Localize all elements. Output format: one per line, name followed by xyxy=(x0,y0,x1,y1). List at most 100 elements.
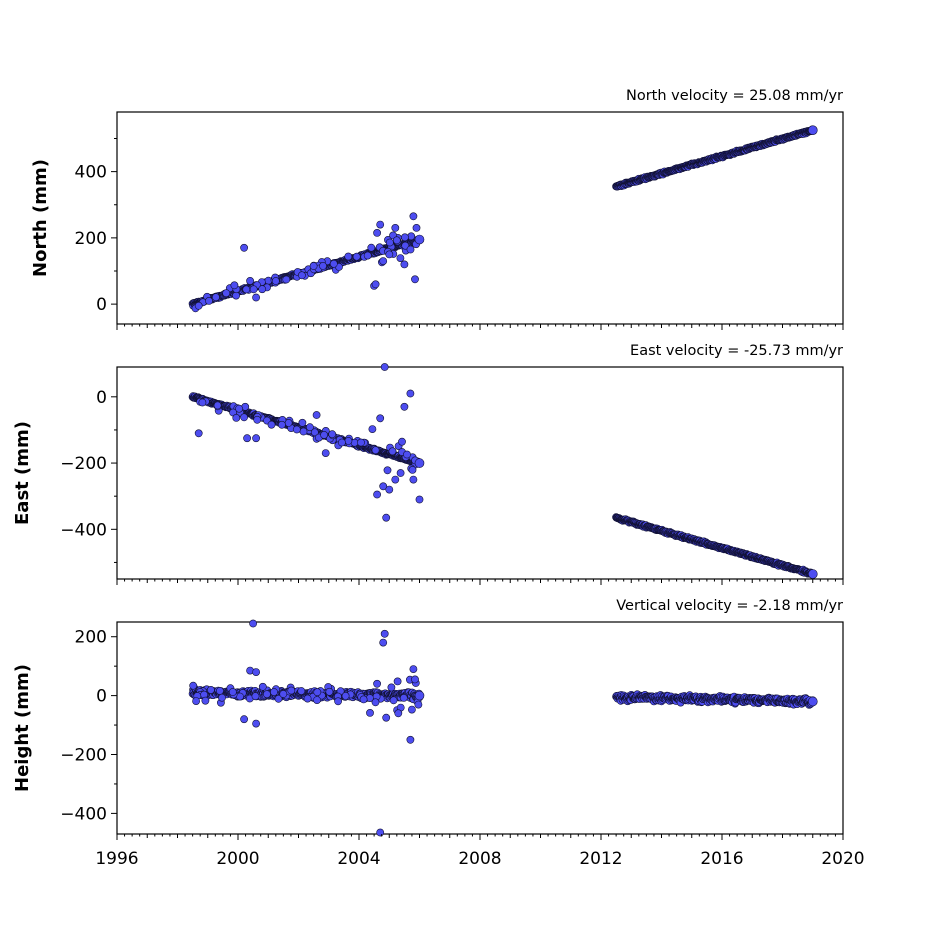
height-point xyxy=(399,694,408,702)
east-outlier-point xyxy=(194,429,203,438)
x-tick-label: 2016 xyxy=(700,849,743,869)
east-point xyxy=(235,404,243,413)
east-outlier-point xyxy=(400,402,409,411)
north-point xyxy=(406,245,415,254)
north-endpoint xyxy=(414,234,425,245)
x-tick-label: 2008 xyxy=(458,849,501,869)
height-point xyxy=(192,697,200,705)
east-point xyxy=(344,436,353,445)
east-point xyxy=(232,413,241,422)
north-velocity-annotation: North velocity = 25.08 mm/yr xyxy=(626,88,843,104)
north-outlier-point xyxy=(194,301,203,310)
north-point xyxy=(401,241,410,250)
height-point xyxy=(387,683,396,692)
height-y-tick-label: 200 xyxy=(75,628,107,648)
height-y-axis-label: Height (mm) xyxy=(12,664,33,792)
east-outlier-point xyxy=(373,490,381,499)
height-outlier-point xyxy=(394,709,403,718)
height-point xyxy=(218,693,226,702)
height-outlier-point xyxy=(382,713,391,722)
east-outlier-point xyxy=(409,475,418,484)
north-y-tick-label: 400 xyxy=(75,163,107,183)
north-point xyxy=(242,285,251,294)
height-outlier-point xyxy=(406,735,415,744)
height-outlier-point xyxy=(411,675,419,684)
east-point xyxy=(383,466,392,475)
east-point xyxy=(357,438,365,447)
east-point xyxy=(298,418,307,427)
height-outlier-point xyxy=(379,638,388,647)
north-x-ticks xyxy=(116,324,844,330)
north-outlier-point xyxy=(411,275,419,284)
height-y-tick-label: 0 xyxy=(96,687,107,707)
height-point xyxy=(297,687,306,695)
north-point xyxy=(282,275,291,284)
north-point xyxy=(329,259,338,268)
north-y-ticks: 0 200 400 xyxy=(75,138,117,315)
north-point xyxy=(400,233,409,242)
north-point xyxy=(396,254,405,262)
east-point xyxy=(398,437,406,446)
east-y-tick-label: −400 xyxy=(60,520,107,540)
height-y-tick-label: −400 xyxy=(60,804,107,824)
north-point xyxy=(230,281,239,290)
east-point xyxy=(403,450,411,459)
east-outlier-point xyxy=(415,495,424,504)
east-point xyxy=(292,425,301,434)
height-point xyxy=(279,690,288,698)
east-point xyxy=(396,469,405,477)
height-point xyxy=(206,686,215,694)
east-outlier-point xyxy=(321,449,330,457)
east-panel: −400 −200 0 East (mm) East velocity = -25.… xyxy=(12,343,844,585)
north-point xyxy=(392,236,401,245)
height-point xyxy=(366,709,374,717)
north-panel: 0 200 400 North (mm) North velocity = 25.0… xyxy=(30,88,844,330)
height-outlier-point xyxy=(376,828,385,837)
x-tick-label: 2012 xyxy=(579,849,622,869)
height-point xyxy=(303,694,312,703)
north-point xyxy=(344,252,353,261)
x-tick-label: 2020 xyxy=(821,849,864,869)
x-tick-label: 2000 xyxy=(216,849,259,869)
height-outlier-point xyxy=(373,679,381,688)
east-point xyxy=(198,398,207,407)
height-point xyxy=(274,694,283,703)
north-outlier-point xyxy=(391,223,400,232)
north-point xyxy=(319,261,327,270)
height-x-ticks: 1996 2000 2004 2008 2012 2016 2020 xyxy=(95,834,865,869)
east-point xyxy=(371,446,380,455)
east-point xyxy=(213,401,222,410)
north-point xyxy=(271,277,280,285)
height-velocity-annotation: Vertical velocity = -2.18 mm/yr xyxy=(616,598,843,614)
east-outlier-point xyxy=(379,482,388,491)
north-y-axis-label: North (mm) xyxy=(30,159,51,277)
height-point xyxy=(270,688,278,696)
north-outlier-point xyxy=(412,223,421,232)
east-outlier-point xyxy=(312,411,321,419)
height-point xyxy=(287,686,296,695)
north-outlier-point xyxy=(409,212,418,221)
east-points xyxy=(188,363,818,579)
north-outlier-point xyxy=(379,257,388,265)
east-point xyxy=(240,413,248,422)
north-point xyxy=(297,271,306,280)
north-y-tick-label: 200 xyxy=(75,229,107,249)
north-point xyxy=(205,296,213,305)
north-outlier-point xyxy=(309,262,318,270)
east-outlier-point xyxy=(391,475,400,484)
east-velocity-annotation: East velocity = -25.73 mm/yr xyxy=(630,343,843,359)
east-point xyxy=(305,423,314,432)
height-point xyxy=(341,692,350,700)
height-outlier-point xyxy=(409,665,418,673)
north-point xyxy=(211,293,220,302)
height-point xyxy=(325,687,334,696)
east-y-tick-label: 0 xyxy=(96,388,107,408)
north-outlier-point xyxy=(246,276,254,285)
north-outlier-point xyxy=(373,228,381,237)
height-outlier-point xyxy=(252,668,260,676)
east-outlier-point xyxy=(380,363,389,371)
east-point xyxy=(408,465,417,474)
east-outlier-point xyxy=(385,485,394,494)
east-point xyxy=(299,427,308,436)
height-points xyxy=(188,619,818,837)
